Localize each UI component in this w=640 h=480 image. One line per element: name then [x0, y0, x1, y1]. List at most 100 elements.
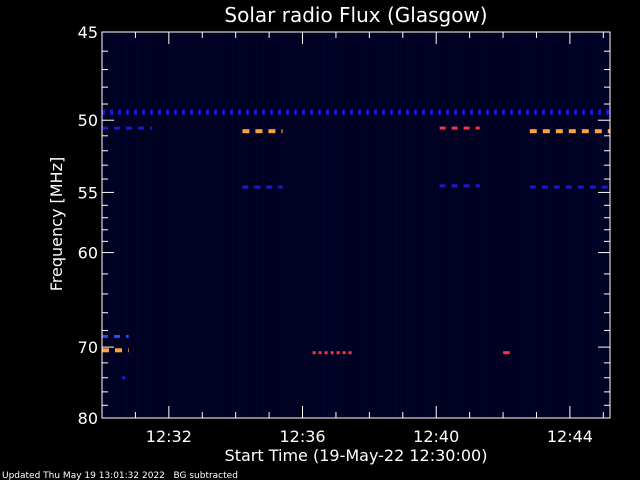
noise-column: [142, 33, 143, 417]
noise-column: [241, 33, 242, 417]
emission-mark: [542, 109, 545, 115]
noise-column: [358, 33, 359, 417]
emission-mark: [348, 351, 352, 355]
noise-column: [427, 33, 428, 417]
noise-column: [250, 33, 251, 417]
y-tick-label: 55: [78, 183, 98, 202]
noise-column: [163, 33, 164, 417]
noise-column: [334, 33, 335, 417]
noise-column: [127, 33, 128, 417]
emission-mark: [510, 109, 513, 115]
noise-column: [145, 33, 146, 417]
emission-mark: [526, 109, 529, 115]
noise-column: [601, 33, 602, 417]
noise-column: [184, 33, 185, 417]
noise-column: [229, 33, 230, 417]
noise-column: [508, 33, 509, 417]
noise-column: [133, 33, 134, 417]
noise-column: [202, 33, 203, 417]
noise-column: [445, 33, 446, 417]
emission-mark: [582, 109, 585, 115]
emission-mark: [174, 109, 177, 115]
noise-column: [451, 33, 452, 417]
emission-mark: [182, 109, 185, 115]
emission-mark: [336, 351, 340, 355]
emission-mark: [318, 109, 321, 115]
noise-column: [514, 33, 515, 417]
noise-column: [502, 33, 503, 417]
noise-column: [325, 33, 326, 417]
emission-mark: [102, 109, 105, 115]
spectrogram-background: [102, 32, 610, 418]
emission-mark: [439, 126, 446, 130]
chart-title: Solar radio Flux (Glasgow): [224, 3, 487, 27]
noise-column: [412, 33, 413, 417]
emission-mark: [158, 109, 161, 115]
emission-mark: [286, 109, 289, 115]
noise-column: [160, 33, 161, 417]
emission-mark: [529, 129, 537, 134]
emission-mark: [454, 109, 457, 115]
emission-mark: [126, 126, 132, 130]
noise-column: [346, 33, 347, 417]
emission-mark: [553, 185, 560, 189]
noise-column: [199, 33, 200, 417]
emission-mark: [312, 351, 316, 355]
noise-column: [481, 33, 482, 417]
noise-column: [556, 33, 557, 417]
noise-column: [253, 33, 254, 417]
noise-column: [370, 33, 371, 417]
emission-mark: [568, 129, 576, 134]
noise-column: [148, 33, 149, 417]
noise-column: [457, 33, 458, 417]
noise-column: [313, 33, 314, 417]
emission-mark: [302, 109, 305, 115]
noise-column: [304, 33, 305, 417]
noise-column: [256, 33, 257, 417]
axis-ticks: 45 50 55 60 70 80 12:32 12:36 12:40 12:44: [78, 23, 610, 446]
noise-column: [214, 33, 215, 417]
noise-column: [415, 33, 416, 417]
noise-column: [322, 33, 323, 417]
emission-mark: [486, 109, 489, 115]
noise-column: [208, 33, 209, 417]
emission-mark: [115, 348, 122, 353]
noise-column: [442, 33, 443, 417]
noise-column: [349, 33, 350, 417]
noise-column: [418, 33, 419, 417]
noise-column: [193, 33, 194, 417]
emission-mark: [494, 109, 497, 115]
noise-column: [265, 33, 266, 417]
noise-column: [112, 33, 113, 417]
emission-mark: [366, 109, 369, 115]
emission-mark: [590, 109, 593, 115]
noise-column: [259, 33, 260, 417]
emission-mark: [565, 185, 572, 189]
emission-mark: [534, 109, 537, 115]
emission-mark: [198, 109, 201, 115]
noise-column: [367, 33, 368, 417]
noise-column: [433, 33, 434, 417]
noise-column: [526, 33, 527, 417]
emission-mark: [128, 348, 129, 353]
noise-column: [478, 33, 479, 417]
x-tick-label: 12:40: [413, 427, 459, 446]
emission-mark: [278, 109, 281, 115]
noise-column: [283, 33, 284, 417]
noise-column: [292, 33, 293, 417]
noise-column: [295, 33, 296, 417]
emission-mark: [254, 185, 261, 189]
noise-column: [175, 33, 176, 417]
noise-column: [400, 33, 401, 417]
noise-column: [520, 33, 521, 417]
x-tick-label: 12:36: [279, 427, 325, 446]
plot-frame: [101, 31, 611, 419]
emission-mark: [451, 126, 458, 130]
emission-mark: [470, 109, 473, 115]
noise-column: [589, 33, 590, 417]
emission-mark: [190, 109, 193, 115]
emission-mark: [270, 109, 273, 115]
noise-column: [562, 33, 563, 417]
noise-column: [337, 33, 338, 417]
